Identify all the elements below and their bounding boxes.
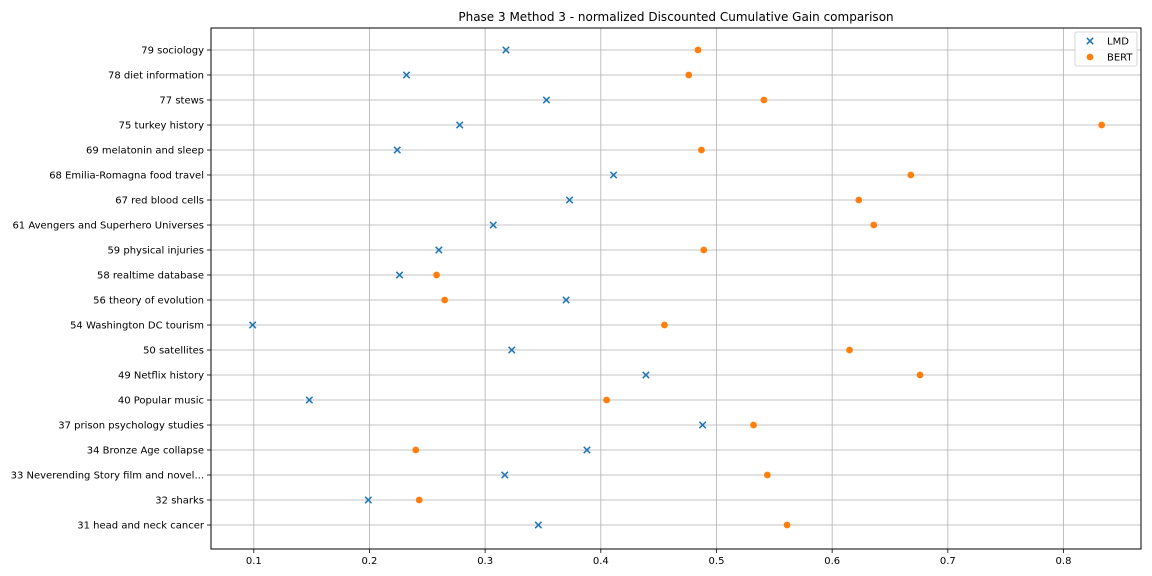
lmd-point [305,396,314,404]
y-tick-label: 77 stews [159,96,204,107]
y-tick-label: 31 head and neck cancer [77,521,205,532]
legend-marker-bert [1086,53,1094,61]
lmd-point [642,371,650,379]
x-axis: 0.1 0.2 0.3 0.4 0.5 0.6 0.7 0.8 [246,549,1072,567]
y-tick-label: 50 satellites [143,346,204,357]
plot-frame [210,27,1142,550]
bert-point [763,471,771,479]
lmd-point [402,71,411,79]
y-tick-label: 59 physical injuries [107,246,204,257]
lmd-point [364,496,373,504]
lmd-point [562,296,570,304]
y-tick-label: 67 red blood cells [115,196,204,207]
y-tick-label: 75 turkey history [119,121,204,132]
lmd-point [502,46,510,54]
bert-point [846,346,853,354]
lmd-point [565,196,574,204]
y-tick-label: 40 Popular music [118,396,204,407]
y-tick-label: 49 Netflix history [118,371,204,382]
bert-point [750,421,757,429]
lmd-point [395,271,404,279]
x-tick-label: 0.4 [593,556,609,567]
bert-point [433,271,440,279]
y-tick-label: 79 sociology [141,46,204,57]
lmd-point [393,146,401,154]
lmd-point [698,421,707,429]
bert-point [700,246,708,254]
y-tick-label: 78 diet information [108,71,204,82]
y-tick-label: 37 prison psychology studies [58,421,204,432]
lmd-point [455,121,464,129]
bert-point [870,221,878,229]
bert-point [855,196,863,204]
y-tick-label: 33 Neverending Story film and novel... [11,471,204,482]
x-tick-label: 0.8 [1056,556,1072,567]
y-tick-label: 61 Avengers and Superhero Universes [12,221,204,232]
bert-point [412,446,420,454]
x-tick-label: 0.7 [940,556,956,567]
legend-label: LMD [1107,37,1129,48]
x-tick-label: 0.1 [246,556,262,567]
lmd-point [534,521,543,529]
x-tick-label: 0.2 [362,556,378,567]
chart-title: Phase 3 Method 3 - normalized Discounted… [458,10,893,24]
y-tick-label: 56 theory of evolution [93,296,204,307]
bert-point [783,521,791,529]
lmd-point [435,246,443,254]
bert-point [907,171,915,179]
x-tick-label: 0.6 [824,556,840,567]
lmd-point [501,471,509,479]
legend-marker-lmd [1086,37,1094,45]
y-tick-label: 34 Bronze Age collapse [87,446,204,457]
x-tick-label: 0.3 [477,556,493,567]
y-tick-label: 68 Emilia-Romagna food travel [49,171,204,182]
y-tick-label: 32 sharks [155,496,204,507]
legend: LMD BERT [1074,31,1138,67]
bert-point [1098,121,1106,129]
lmd-point [583,446,591,454]
lmd-point [489,221,497,229]
legend-label: BERT [1107,53,1133,64]
data-points [248,46,1106,529]
bert-point [916,371,924,379]
bert-point [441,296,449,304]
y-tick-label: 58 realtime database [97,271,204,282]
bert-point [760,96,768,104]
y-tick-label: 54 Washington DC tourism [70,321,204,332]
bert-point [415,496,423,504]
lmd-point [248,321,257,329]
bert-point [694,46,702,54]
y-tick-label: 69 melatonin and sleep [86,146,204,157]
grid-lines [211,28,1141,549]
bert-point [698,146,705,154]
lmd-point [609,171,618,179]
lmd-point [508,346,516,354]
bert-point [603,396,610,404]
x-tick-label: 0.5 [709,556,725,567]
y-axis: 31 head and neck cancer 32 sharks 33 Never… [11,46,211,532]
lmd-point [542,96,551,104]
bert-point [685,71,693,79]
bert-point [661,321,668,329]
